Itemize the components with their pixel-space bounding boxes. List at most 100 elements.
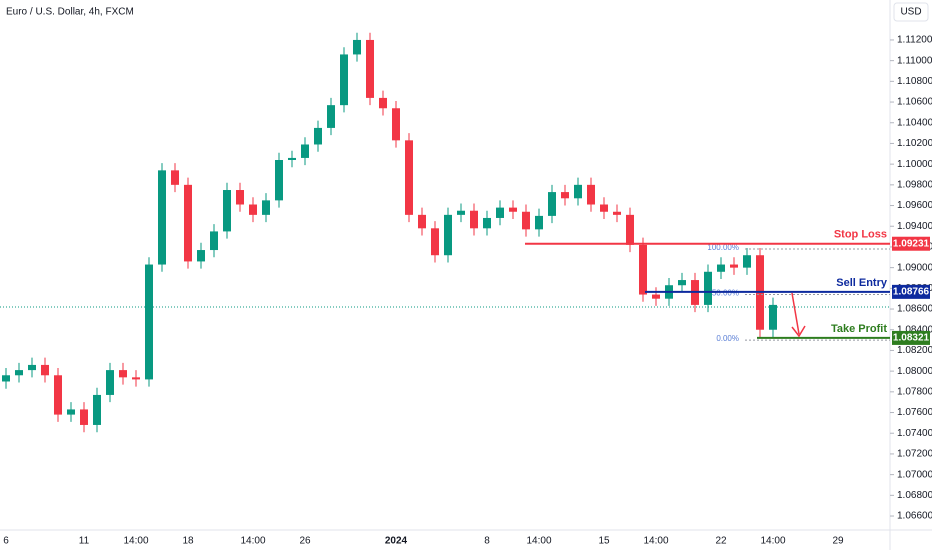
candle-body	[405, 140, 413, 215]
candle-body	[496, 207, 504, 218]
x-tick-label: 26	[299, 536, 311, 547]
candle-body	[678, 280, 686, 286]
candle-body	[353, 39, 361, 55]
candle-body	[28, 364, 36, 371]
candle-body	[522, 211, 530, 230]
level-name: Stop Loss	[834, 229, 887, 241]
y-tick-label: 1.08400	[897, 324, 932, 335]
candle-body	[548, 192, 556, 216]
fib-label: 50.00%	[712, 289, 739, 298]
candle-body	[626, 214, 634, 245]
y-tick-label: 1.08600	[897, 304, 932, 315]
candle-body	[119, 370, 127, 378]
candle-body	[561, 192, 569, 199]
candle-body	[587, 184, 595, 205]
fib-label: 100.00%	[707, 243, 739, 252]
candle-body	[327, 105, 335, 128]
y-tick-label: 1.09000	[897, 262, 932, 273]
candle-body	[704, 271, 712, 305]
candle-body	[236, 190, 244, 205]
y-tick-label: 1.08000	[897, 366, 932, 377]
candle-body	[574, 184, 582, 199]
candle-body	[418, 214, 426, 229]
candle-body	[301, 144, 309, 158]
y-tick-label: 1.10000	[897, 159, 932, 170]
level-price: 1.09231	[893, 238, 930, 249]
level-name: Sell Entry	[836, 277, 888, 289]
x-tick-label: 8	[484, 536, 490, 547]
y-tick-label: 1.07000	[897, 469, 932, 480]
y-tick-label: 1.09600	[897, 200, 932, 211]
candle-body	[223, 190, 231, 232]
candle-body	[275, 160, 283, 201]
y-tick-label: 1.07800	[897, 386, 932, 397]
candle-body	[54, 375, 62, 415]
y-tick-label: 1.10600	[897, 97, 932, 108]
candle-body	[41, 364, 49, 376]
x-tick-label: 18	[182, 536, 194, 547]
candle-body	[262, 200, 270, 215]
level-name: Take Profit	[831, 323, 887, 335]
candle-body	[613, 211, 621, 215]
x-tick-label: 11	[79, 536, 90, 547]
trade-arrow	[791, 292, 806, 338]
candle-body	[2, 375, 10, 382]
y-tick-label: 1.11200	[897, 35, 932, 46]
candle-body	[743, 255, 751, 268]
y-tick-label: 1.11000	[897, 55, 932, 66]
level-price-tag	[892, 284, 930, 299]
y-tick-label: 1.06800	[897, 490, 932, 501]
candle-body	[457, 210, 465, 215]
candle-body	[145, 264, 153, 380]
candle-body	[483, 217, 491, 229]
chart-title: Euro / U.S. Dollar, 4h, FXCM	[6, 7, 134, 18]
candle-body	[288, 157, 296, 161]
candle-body	[132, 377, 140, 380]
x-tick-label: 6	[3, 536, 9, 547]
candle-body	[158, 170, 166, 265]
x-tick-label: 14:00	[240, 536, 265, 547]
y-tick-label: 1.07400	[897, 428, 932, 439]
level-price-tag	[892, 330, 930, 345]
candle-body	[80, 409, 88, 425]
candle-body	[379, 97, 387, 109]
candle-body	[470, 210, 478, 229]
x-tick-label: 15	[598, 536, 610, 547]
y-tick-label: 1.09400	[897, 221, 932, 232]
candle-body	[717, 264, 725, 272]
y-tick-label: 1.09800	[897, 179, 932, 190]
y-tick-label: 1.08200	[897, 345, 932, 356]
candle-body	[15, 370, 23, 376]
x-tick-label: 22	[715, 536, 727, 547]
candle-body	[392, 108, 400, 141]
x-tick-label: 29	[832, 536, 844, 547]
candle-body	[444, 214, 452, 256]
y-tick-label: 1.10200	[897, 138, 932, 149]
candle-body	[769, 304, 777, 330]
candle-body	[535, 215, 543, 230]
candle-body	[184, 184, 192, 262]
x-tick-label: 14:00	[123, 536, 148, 547]
candle-body	[639, 244, 647, 295]
y-tick-label: 1.07600	[897, 407, 932, 418]
y-tick-label: 1.07200	[897, 449, 932, 460]
candle-body	[106, 370, 114, 395]
currency-button[interactable]	[893, 2, 929, 22]
currency-label[interactable]: USD	[900, 7, 921, 18]
x-tick-label: 14:00	[526, 536, 551, 547]
candle-body	[314, 127, 322, 145]
candle-body	[431, 228, 439, 256]
candle-body	[197, 250, 205, 262]
candle-body	[730, 264, 738, 268]
level-price-tag	[892, 236, 930, 251]
level-price: 1.08766	[893, 286, 930, 297]
candle-body	[652, 294, 660, 299]
x-tick-label: 2024	[385, 536, 408, 547]
y-tick-label: 1.10800	[897, 76, 932, 87]
candle-body	[249, 204, 257, 215]
fib-label: 0.00%	[716, 334, 739, 343]
candle-body	[67, 409, 75, 415]
candle-body	[171, 170, 179, 185]
